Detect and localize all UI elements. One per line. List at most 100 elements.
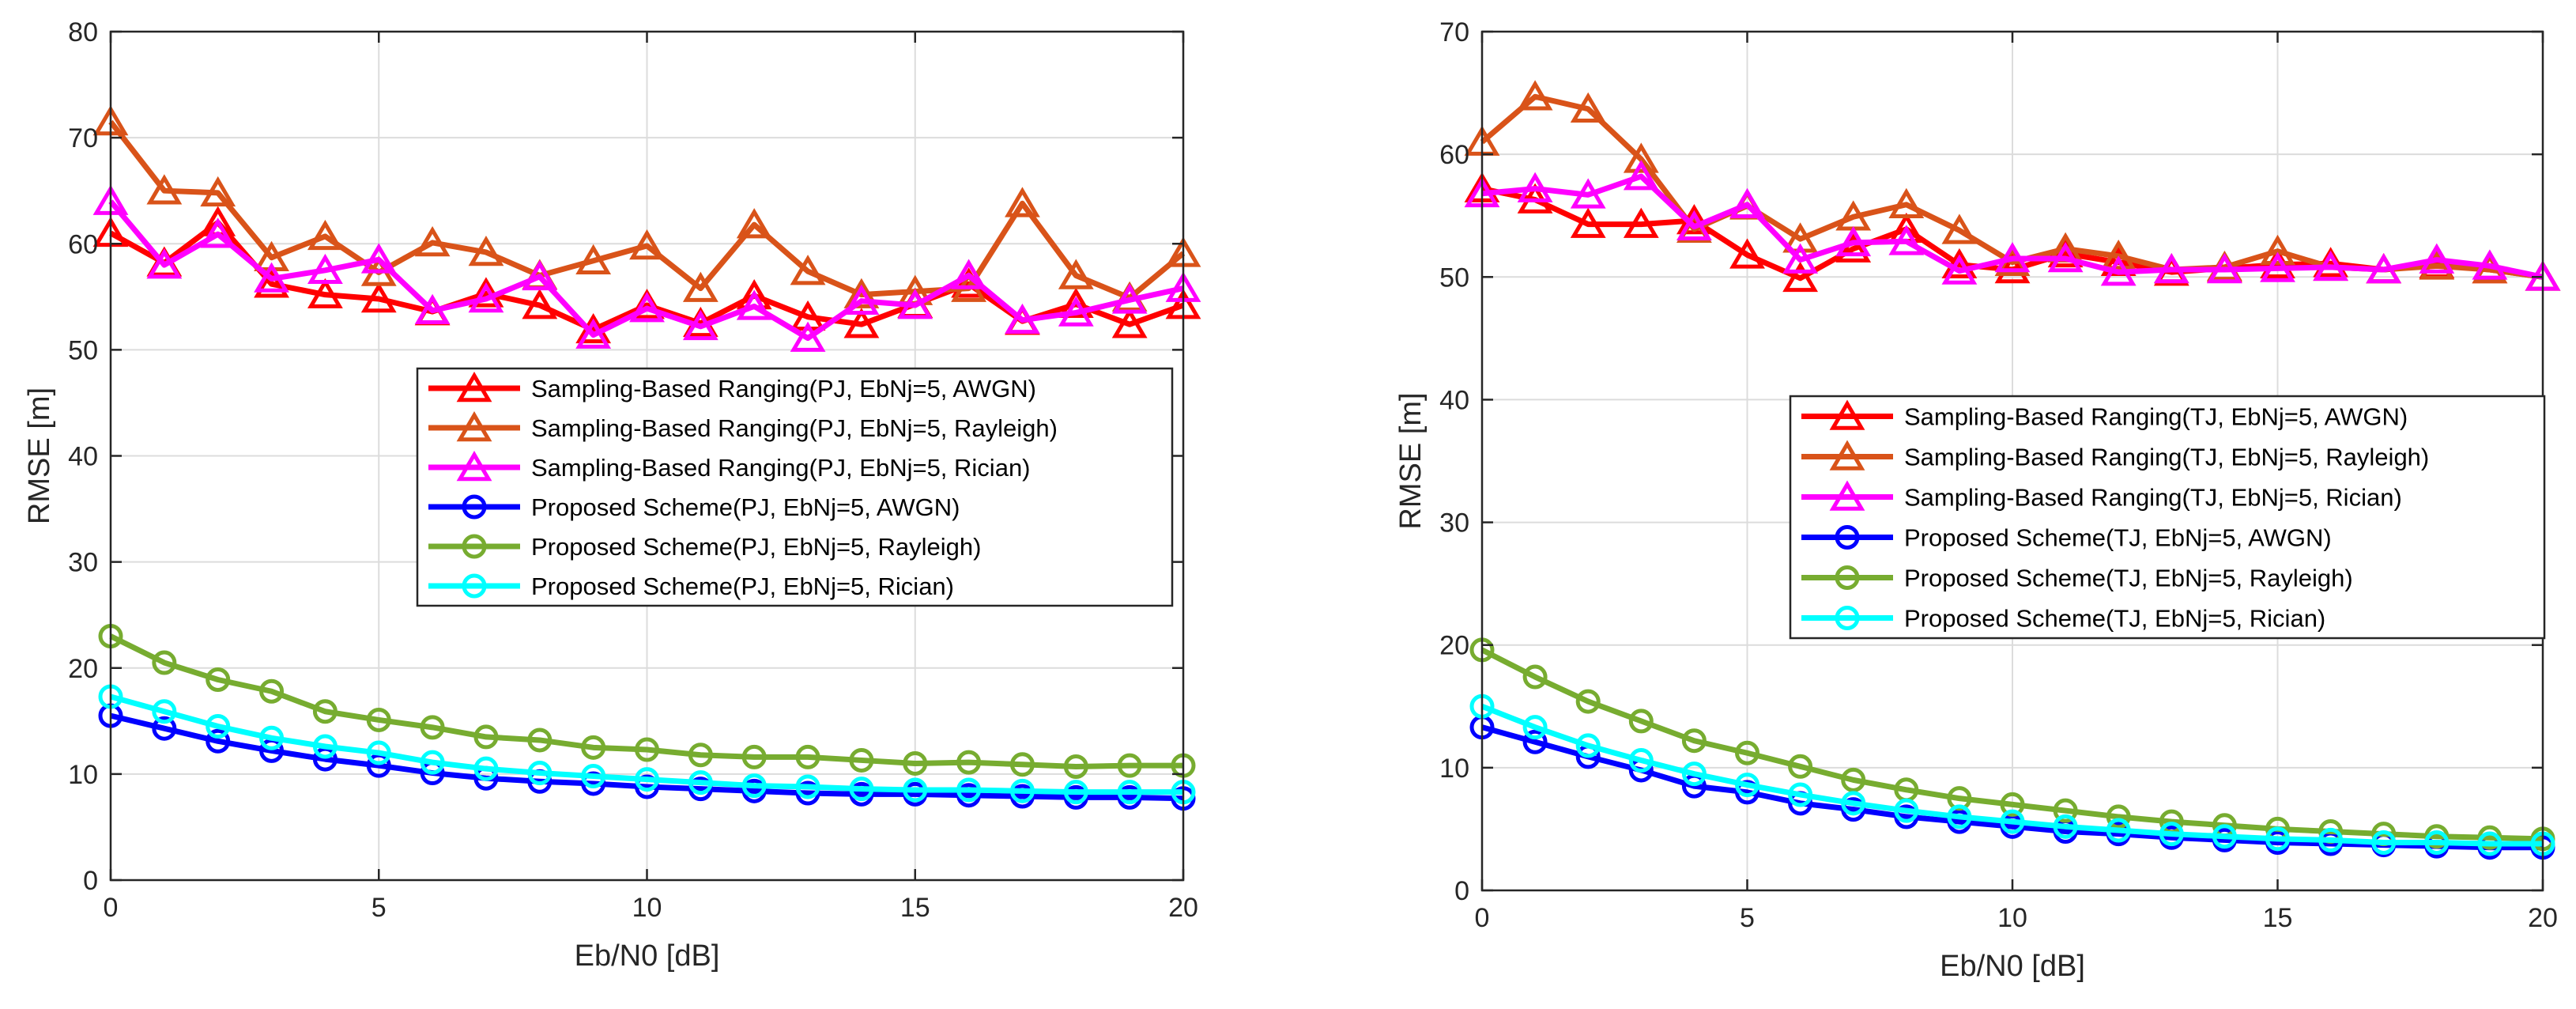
legend-label: Proposed Scheme(TJ, EbNj=5, Rayleigh) <box>1904 565 2353 592</box>
data-point <box>1058 296 1094 327</box>
data-point <box>795 744 820 769</box>
data-point <box>1575 689 1601 714</box>
data-point <box>1735 773 1759 798</box>
data-point <box>1888 225 1925 255</box>
data-point <box>849 777 874 802</box>
data-point <box>843 284 880 315</box>
legend-marker <box>1829 440 1865 470</box>
data-point <box>473 724 499 750</box>
data-point <box>259 725 285 750</box>
legend-box <box>416 367 1174 607</box>
y-tick-label: 40 <box>68 442 98 472</box>
data-point <box>259 678 285 704</box>
data-point <box>1522 715 1548 740</box>
x-tick-label: 5 <box>372 893 387 923</box>
data-point <box>1947 786 1972 811</box>
data-point <box>1111 283 1148 314</box>
data-point <box>1517 80 1553 111</box>
legend-label: Proposed Scheme(PJ, EbNj=5, AWGN) <box>531 493 960 521</box>
data-point <box>795 774 820 799</box>
series-6 <box>1469 693 2555 856</box>
data-point <box>956 750 982 775</box>
data-point <box>2318 827 2344 852</box>
data-point <box>2419 249 2455 280</box>
y-tick-label: 20 <box>1439 631 1469 661</box>
legend-label: Sampling-Based Ranging(TJ, EbNj=5, Ricia… <box>1904 484 2402 512</box>
data-point <box>206 667 231 693</box>
y-axis-label: RMSE [m] <box>23 387 56 524</box>
data-point <box>736 208 772 239</box>
data-point <box>468 236 504 266</box>
data-point <box>1570 207 1606 238</box>
data-point <box>1735 740 1759 765</box>
data-point <box>1623 207 1659 238</box>
data-point <box>1522 664 1548 690</box>
data-point <box>1570 178 1606 209</box>
data-point <box>2424 829 2450 855</box>
data-point <box>414 225 451 257</box>
data-point <box>1628 709 1654 734</box>
data-point <box>581 735 606 760</box>
data-point <box>629 292 665 323</box>
data-point <box>206 728 231 754</box>
legend-marker <box>1835 565 1860 590</box>
y-axis-label: RMSE [m] <box>1394 392 1428 529</box>
data-point <box>200 217 236 248</box>
data-point <box>152 650 177 675</box>
series-3 <box>1464 160 2561 291</box>
data-point <box>1782 243 1819 274</box>
data-point <box>312 699 338 724</box>
data-point <box>1681 728 1707 754</box>
data-point <box>2100 255 2137 286</box>
data-point <box>2265 826 2290 852</box>
x-tick-label: 15 <box>900 893 930 923</box>
data-point <box>1628 748 1654 773</box>
y-tick-label: 70 <box>1439 17 1469 47</box>
legend-marker <box>462 534 487 559</box>
legend-marker <box>462 573 487 599</box>
data-point <box>843 308 880 338</box>
data-point <box>1117 780 1142 805</box>
data-point <box>1063 754 1088 779</box>
data-point <box>2159 822 2184 847</box>
data-point <box>1575 733 1601 758</box>
data-point <box>2366 253 2402 284</box>
series-line <box>1480 647 2544 842</box>
data-point <box>897 289 933 319</box>
data-point <box>414 293 451 325</box>
data-point <box>1681 761 1707 787</box>
data-point <box>1058 259 1094 289</box>
data-point <box>206 714 231 739</box>
data-point <box>1788 782 1813 807</box>
data-point <box>366 707 391 732</box>
data-point <box>903 777 928 803</box>
data-point <box>1676 210 1712 240</box>
data-point <box>1517 172 1553 202</box>
x-axis-label: Eb/N0 [dB] <box>575 939 720 973</box>
y-tick-label: 60 <box>68 229 98 259</box>
y-tick-label: 20 <box>68 654 98 684</box>
data-point <box>1729 238 1765 269</box>
data-point <box>688 770 713 795</box>
data-point <box>2212 824 2237 849</box>
chart-1: 0 5 10 15 20 0 10 20 30 40 50 60 70 80 Eb/N0 [dB] RMSE … <box>23 17 1201 973</box>
x-tick-label: 20 <box>1168 893 1198 923</box>
data-point <box>420 750 445 775</box>
data-point <box>2472 249 2508 280</box>
data-point <box>200 176 236 207</box>
data-point <box>2047 242 2084 273</box>
data-point <box>790 321 826 352</box>
data-point <box>146 248 183 279</box>
data-point <box>1729 187 1765 219</box>
series-line <box>108 119 1186 301</box>
series-line <box>109 633 1183 769</box>
legend-marker <box>1829 480 1865 511</box>
data-point <box>903 750 928 776</box>
data-point <box>1570 92 1606 123</box>
x-tick-label: 0 <box>1475 903 1490 933</box>
data-point <box>254 267 289 298</box>
data-point <box>254 262 289 293</box>
legend: Sampling-Based Ranging(PJ, EbNj=5, AWGN)… <box>416 367 1174 607</box>
data-point <box>843 278 880 308</box>
